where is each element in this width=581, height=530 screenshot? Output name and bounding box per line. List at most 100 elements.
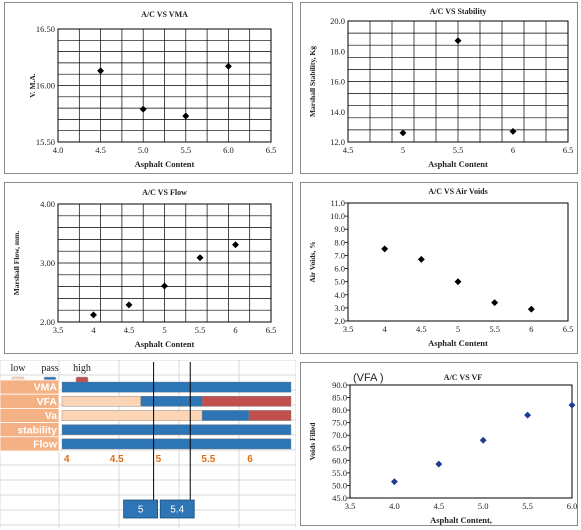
x-tick-label: 5 xyxy=(156,454,162,465)
y-tick-label: 75.0 xyxy=(332,418,347,428)
y-tick-label: 45.0 xyxy=(332,493,347,503)
legend-label: pass xyxy=(41,363,58,374)
data-point xyxy=(479,436,487,444)
data-point xyxy=(231,241,240,249)
y-tick-label: 12.0 xyxy=(330,137,345,147)
data-point xyxy=(399,129,407,137)
y-axis-label: Marshall Stability, Kg xyxy=(308,46,317,117)
air-voids-chart-panel: A/C VS Air Voids 3.5 4 4.5 5 5.5 6 6.5 2.0 3.0 4.0… xyxy=(300,182,578,354)
data-point xyxy=(390,478,398,486)
x-tick-label: 6 xyxy=(247,454,253,465)
x-tick-label: 4.5 xyxy=(416,324,427,334)
status-bar-segment xyxy=(61,438,292,450)
x-tick-label: 4 xyxy=(91,325,96,335)
data-point xyxy=(491,299,499,307)
y-tick-label: 15.50 xyxy=(36,137,55,147)
status-bar-segment xyxy=(61,396,141,407)
x-tick-label: 4.5 xyxy=(95,145,106,155)
vma-chart-panel: A/C VS VMA 4.0 4.5 5.0 5.5 6.0 6.5 15.50 16.00 16… xyxy=(4,2,293,174)
x-tick-label: 6.0 xyxy=(223,145,234,155)
data-point xyxy=(524,411,532,419)
plot-area xyxy=(57,203,272,323)
data-point xyxy=(182,112,190,120)
chart-title: A/C VS Air Voids xyxy=(428,187,488,196)
stability-chart: A/C VS Stability 4.5 5 5.5 6 6.5 12.0 14.0 16.0 1… xyxy=(301,3,574,169)
y-tick-label: 80.0 xyxy=(332,405,347,415)
y-tick-label: 6.0 xyxy=(334,264,345,274)
y-tick-label: 7.0 xyxy=(334,250,345,260)
x-tick-label: 6.5 xyxy=(563,145,574,155)
data-point xyxy=(509,127,517,135)
category-label: stability xyxy=(17,424,57,436)
y-tick-label: 50.0 xyxy=(332,480,347,490)
y-tick-label: 3.0 xyxy=(334,303,345,313)
y-tick-label: 18.0 xyxy=(330,46,345,56)
y-tick-label: 2.0 xyxy=(334,316,345,326)
x-tick-label: 3.5 xyxy=(343,324,354,334)
y-tick-label: 11.0 xyxy=(330,198,345,208)
x-tick-label: 4 xyxy=(383,324,388,334)
y-tick-label: 9.0 xyxy=(334,224,345,234)
data-point xyxy=(381,245,389,253)
status-bar-segment xyxy=(201,410,250,421)
x-tick-label: 6.0 xyxy=(567,501,577,511)
air-voids-chart: A/C VS Air Voids 3.5 4 4.5 5 5.5 6 6.5 2.0 3.0 4.0… xyxy=(301,183,574,348)
x-axis-label: Asphalt Content xyxy=(428,159,488,169)
status-bar-segment xyxy=(201,396,292,407)
y-tick-label: 10.0 xyxy=(330,211,345,221)
data-point xyxy=(454,37,462,45)
x-tick-label: 5.5 xyxy=(201,454,215,465)
x-tick-label: 5 xyxy=(456,324,460,334)
y-tick-label: 4.0 xyxy=(334,290,345,300)
x-tick-label: 5.5 xyxy=(489,324,500,334)
design-value-box xyxy=(159,499,195,519)
criteria-comparison-chart: low pass high VMA VFA Va stability Flow 4 4.5 5 5.5… xyxy=(0,360,296,528)
x-tick-label: 5.5 xyxy=(522,501,533,511)
chart-title: A/C VS VF xyxy=(444,373,482,382)
status-bar-segment xyxy=(140,396,203,407)
data-point xyxy=(125,301,133,309)
x-tick-label: 5.5 xyxy=(180,145,191,155)
x-tick-label: 4.0 xyxy=(53,145,64,155)
chart-title: A/C VS VMA xyxy=(141,10,188,19)
y-tick-label: 16.00 xyxy=(36,81,55,91)
flow-chart-panel: A/C VS Flow 3.5 4 4.5 5 5.5 6 6.5 2.00 3.00 4.00 As… xyxy=(4,182,293,354)
x-tick-label: 5 xyxy=(162,325,166,335)
y-axis-label: V. M.A. xyxy=(28,73,37,98)
y-tick-label: 20.0 xyxy=(330,16,345,26)
data-point xyxy=(435,460,443,468)
data-point xyxy=(196,254,204,262)
flow-chart: A/C VS Flow 3.5 4 4.5 5 5.5 6 6.5 2.00 3.00 4.00 As… xyxy=(5,183,277,349)
y-axis-label: Air Voids, % xyxy=(308,241,317,282)
data-point xyxy=(224,62,232,70)
design-value-box xyxy=(123,499,158,519)
status-bar-segment xyxy=(61,424,292,435)
y-tick-label: 16.0 xyxy=(330,77,345,87)
x-tick-label: 4.5 xyxy=(433,501,444,511)
category-cell xyxy=(0,436,60,452)
x-tick-label: 5.5 xyxy=(195,325,206,335)
x-tick-label: 4.5 xyxy=(343,145,354,155)
x-tick-label: 6.5 xyxy=(563,324,574,334)
y-tick-label: 16.50 xyxy=(36,24,55,34)
chart-title: A/C VS Stability xyxy=(430,7,487,16)
y-axis-label: Marshall Flow, mm. xyxy=(12,231,21,296)
x-tick-label: 5 xyxy=(401,145,405,155)
x-tick-label: 5.0 xyxy=(478,501,489,511)
y-tick-label: 8.0 xyxy=(334,237,345,247)
data-point xyxy=(97,67,105,75)
x-tick-label: 3.5 xyxy=(53,325,64,335)
vma-chart: A/C VS VMA 4.0 4.5 5.0 5.5 6.0 6.5 15.50 16.00 16… xyxy=(5,3,276,169)
y-tick-label: 65.0 xyxy=(332,443,347,453)
data-point xyxy=(417,255,425,263)
x-tick-label: 6 xyxy=(233,325,237,335)
category-label: VFA xyxy=(37,396,58,408)
y-tick-label: 90.0 xyxy=(332,380,347,390)
plot-area xyxy=(347,20,569,143)
criteria-bars: low pass high VMA VFA Va stability Flow 4 4.5 5 5.5… xyxy=(0,360,296,528)
chart-corner-label: (VFA ) xyxy=(353,372,384,384)
x-tick-label: 6.5 xyxy=(266,325,277,335)
x-tick-label: 4.5 xyxy=(124,325,135,335)
category-label: Flow xyxy=(33,439,58,451)
status-bar-segment xyxy=(61,381,292,393)
